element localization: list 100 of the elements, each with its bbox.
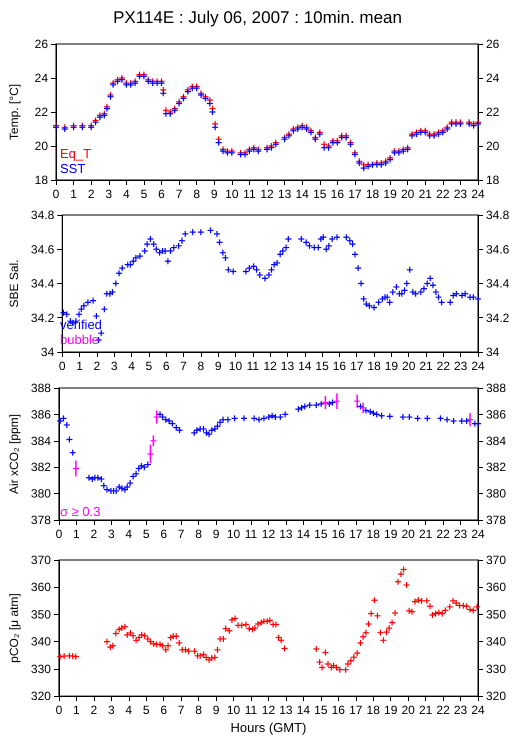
y2-tick-label: 34.4	[486, 276, 510, 290]
x-tick-label: 13	[280, 359, 294, 373]
x-tick-label: 5	[142, 703, 150, 718]
y2-tick-label: 24	[486, 71, 500, 85]
y-tick-label: 20	[34, 139, 48, 153]
y-tick-label: 320	[30, 689, 52, 704]
x-tick-label: 0	[58, 359, 66, 373]
x-tick-label: 9	[212, 527, 220, 541]
x-tick-label: 13	[278, 187, 292, 201]
y2-tick-label: 330	[486, 662, 506, 676]
y-tick-label: 330	[30, 662, 52, 676]
x-tick-label: 8	[193, 187, 200, 201]
x-tick-label: 23	[454, 527, 468, 541]
x-tick-label: 14	[296, 703, 310, 718]
y2-tick-label: 26	[486, 37, 500, 51]
y2-tick-label: 18	[486, 173, 500, 187]
y2-tick-label: 384	[486, 434, 506, 448]
x-tick-label: 22	[436, 187, 450, 201]
x-tick-label: 9	[214, 359, 222, 373]
x-tick-label: 12	[262, 527, 276, 541]
x-tick-label: 16	[330, 187, 344, 201]
text: σ ≥ 0.3	[60, 504, 100, 519]
x-tick-label: 23	[454, 187, 468, 201]
x-tick-label: 20	[402, 359, 416, 373]
x-tick-label: 22	[436, 527, 450, 541]
point	[334, 398, 340, 404]
x-tick-label: 23	[454, 703, 468, 718]
x-tick-label: 0	[56, 703, 63, 718]
y-tick-label: 340	[30, 634, 52, 649]
x-tick-label: 24	[471, 527, 485, 541]
y-tick-label: 350	[30, 607, 52, 622]
y-tick-label: 384	[30, 434, 52, 448]
y2-tick-label: 360	[486, 580, 506, 594]
x-tick-label: 7	[176, 187, 183, 201]
x-tick-label: 1	[70, 187, 78, 201]
x-tick-label: 20	[401, 527, 416, 541]
x-tick-label: 5	[142, 527, 150, 541]
y2-tick-label: 20	[486, 139, 500, 153]
x-tick-label: 15	[314, 527, 328, 541]
x-tick-label: 7	[178, 703, 185, 718]
x-tick-label: 21	[419, 359, 434, 373]
x-tick-label: 2	[88, 187, 95, 201]
x-tick-label: 5	[146, 359, 153, 373]
x-tick-label: 3	[108, 703, 115, 718]
x-tick-label: 8	[197, 359, 204, 373]
x-tick-label: 12	[262, 703, 276, 718]
x-tick-label: 6	[162, 359, 170, 373]
x-tick-label: 14	[298, 359, 312, 373]
y-axis-title: Air xCO₂ [ppm]	[7, 414, 21, 494]
x-tick-label: 21	[418, 527, 433, 541]
x-tick-label: 4	[128, 359, 136, 373]
x-tick-label: 10	[225, 187, 239, 201]
x-tick-label: 9	[212, 703, 220, 718]
x-tick-label: 21	[418, 703, 433, 718]
x-tick-label: 16	[332, 527, 346, 541]
x-tick-label: 3	[105, 187, 112, 201]
x-tick-label: 19	[384, 359, 398, 373]
y2-tick-label: 320	[486, 689, 506, 704]
x-tick-label: 10	[226, 703, 241, 718]
x-tick-label: 1	[76, 359, 84, 373]
y-axis-title: SBE Sal.	[7, 259, 21, 308]
y2-tick-label: 34.8	[486, 208, 510, 222]
y-tick-label: 26	[34, 37, 48, 51]
x-tick-label: 24	[471, 187, 485, 201]
x-tick-label: 1	[73, 527, 80, 541]
y-tick-label: 378	[30, 513, 52, 527]
x-tick-label: 17	[349, 527, 363, 541]
x-tick-label: 7	[178, 527, 185, 541]
x-tick-label: 4	[122, 187, 130, 201]
y-tick-label: 370	[30, 553, 52, 567]
point	[354, 398, 360, 404]
x-tick-label: 13	[279, 703, 293, 718]
y-tick-label: 388	[30, 381, 52, 395]
x-tick-label: 11	[244, 527, 258, 541]
chart-title: PX114E : July 06, 2007 : 10min. mean	[113, 8, 402, 27]
y2-tick-label: 34.6	[486, 242, 510, 256]
x-tick-label: 8	[195, 527, 202, 541]
x-tick-label: 17	[349, 703, 363, 718]
point	[154, 414, 160, 420]
y-tick-label: 382	[30, 460, 52, 474]
y-tick-label: 386	[30, 407, 52, 422]
x-tick-label: 1	[73, 703, 80, 718]
x-tick-label: 12	[260, 187, 274, 201]
x-tick-label: 4	[125, 527, 132, 541]
x-tick-label: 7	[180, 359, 188, 373]
x-tick-label: 16	[332, 359, 346, 373]
y2-tick-label: 350	[486, 607, 506, 622]
y-axis-title: pCO₂ [μ atm]	[7, 593, 21, 663]
y-tick-label: 34.8	[30, 208, 55, 222]
y-tick-label: 18	[34, 173, 48, 187]
x-tick-label: 19	[383, 187, 398, 201]
point	[360, 404, 366, 411]
x-tick-label: 18	[367, 359, 382, 373]
y-tick-label: 34.2	[30, 310, 55, 325]
x-tick-label: 22	[436, 703, 450, 718]
x-tick-label: 15	[314, 703, 328, 718]
y-tick-label: 360	[30, 580, 52, 594]
x-tick-label: 17	[350, 359, 364, 373]
x-tick-label: 6	[160, 703, 168, 718]
y2-tick-label: 380	[486, 486, 506, 501]
